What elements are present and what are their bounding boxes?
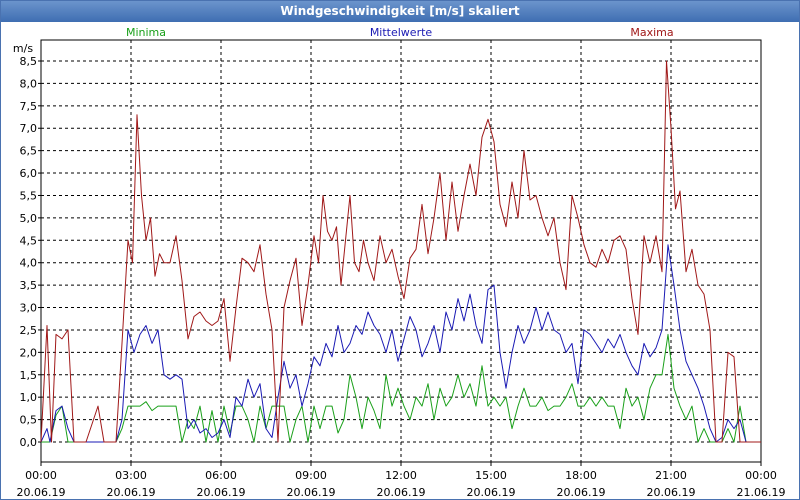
y-tick-label: 1,0 bbox=[20, 391, 38, 404]
y-tick-label: 8,5 bbox=[20, 55, 38, 68]
x-tick-time: 00:00 bbox=[25, 469, 57, 482]
x-tick-date: 20.06.19 bbox=[467, 486, 516, 499]
x-tick-date: 20.06.19 bbox=[647, 486, 696, 499]
y-tick-label: 5,0 bbox=[20, 212, 38, 225]
y-tick-label: 6,0 bbox=[20, 167, 38, 180]
y-tick-label: 8,0 bbox=[20, 77, 38, 90]
y-axis-label: m/s bbox=[13, 42, 33, 55]
x-tick-time: 15:00 bbox=[475, 469, 507, 482]
y-tick-label: 7,0 bbox=[20, 122, 38, 135]
y-tick-label: 3,0 bbox=[20, 302, 38, 315]
x-tick-date: 20.06.19 bbox=[107, 486, 156, 499]
y-tick-label: 0,5 bbox=[20, 414, 38, 427]
y-tick-label: 4,0 bbox=[20, 257, 38, 270]
chart-title: Windgeschwindigkeit [m/s] skaliert bbox=[1, 1, 799, 22]
y-tick-label: 6,5 bbox=[20, 145, 38, 158]
y-tick-label: 0,0 bbox=[20, 436, 38, 449]
series-line-mittelwerte bbox=[40, 244, 761, 443]
y-tick-label: 2,0 bbox=[20, 346, 38, 359]
series-line-maxima bbox=[40, 60, 761, 443]
x-tick-time: 09:00 bbox=[295, 469, 327, 482]
x-tick-time: 06:00 bbox=[205, 469, 237, 482]
legend-mittelwerte: Mittelwerte bbox=[370, 26, 433, 39]
x-tick-time: 03:00 bbox=[115, 469, 147, 482]
x-tick-date: 20.06.19 bbox=[287, 486, 336, 499]
x-tick-date: 20.06.19 bbox=[557, 486, 606, 499]
y-tick-label: 5,5 bbox=[20, 189, 38, 202]
legend-minima: Minima bbox=[126, 26, 166, 39]
x-tick-date: 20.06.19 bbox=[197, 486, 246, 499]
x-tick-date: 20.06.19 bbox=[17, 486, 66, 499]
x-tick-time: 21:00 bbox=[655, 469, 687, 482]
y-tick-label: 7,5 bbox=[20, 100, 38, 113]
y-tick-label: 3,5 bbox=[20, 279, 38, 292]
y-tick-label: 4,5 bbox=[20, 234, 38, 247]
x-tick-time: 00:00 bbox=[745, 469, 777, 482]
x-tick-time: 12:00 bbox=[385, 469, 417, 482]
x-tick-date: 20.06.19 bbox=[377, 486, 426, 499]
x-tick-time: 18:00 bbox=[565, 469, 597, 482]
y-tick-label: 2,5 bbox=[20, 324, 38, 337]
wind-speed-chart: 0,0 0,5 1,0 1,5 2,0 2,5 3,0 3,5 4,0 4,5 5,0 5,5 6,0 6… bbox=[13, 26, 786, 499]
x-tick-date: 21.06.19 bbox=[737, 486, 786, 499]
y-tick-label: 1,5 bbox=[20, 369, 38, 382]
legend-maxima: Maxima bbox=[630, 26, 673, 39]
